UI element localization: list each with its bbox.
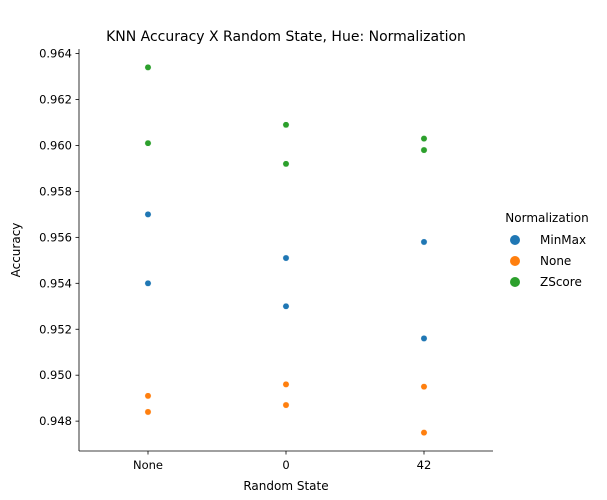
- x-tick-label: None: [133, 458, 163, 472]
- legend: Normalization MinMax None ZScore: [505, 211, 588, 289]
- point-zscore: [420, 146, 428, 154]
- y-tick-label: 0.962: [39, 93, 72, 107]
- point-minmax: [144, 279, 152, 287]
- point-minmax: [144, 210, 152, 218]
- point-zscore: [144, 139, 152, 147]
- point-minmax: [282, 302, 290, 310]
- y-tick-label: 0.956: [39, 230, 72, 244]
- x-tick-label: 42: [417, 458, 432, 472]
- point-minmax: [420, 238, 428, 246]
- y-axis-label: Accuracy: [9, 223, 23, 278]
- point-minmax: [420, 334, 428, 342]
- legend-label-zscore: ZScore: [540, 275, 582, 289]
- legend-label-none: None: [540, 254, 571, 268]
- point-none: [144, 392, 152, 400]
- point-none: [420, 383, 428, 391]
- legend-items: MinMax None ZScore: [510, 233, 586, 289]
- point-zscore: [282, 121, 290, 129]
- y-tick-label: 0.964: [39, 47, 72, 61]
- data-points: [144, 63, 428, 437]
- legend-marker-none: [510, 256, 520, 266]
- point-zscore: [282, 160, 290, 168]
- point-none: [282, 401, 290, 409]
- point-zscore: [420, 135, 428, 143]
- legend-marker-zscore: [510, 277, 520, 287]
- legend-title: Normalization: [505, 211, 588, 225]
- legend-label-minmax: MinMax: [540, 233, 586, 247]
- y-tick-label: 0.952: [39, 322, 72, 336]
- chart-title: KNN Accuracy X Random State, Hue: Normal…: [106, 29, 466, 45]
- x-tick-label: 0: [282, 458, 289, 472]
- plot-area: 0.948 0.950 0.952 0.954 0.956 0.958 0.960 0.962…: [39, 47, 493, 472]
- y-tick-label: 0.948: [39, 414, 72, 428]
- point-none: [282, 380, 290, 388]
- point-minmax: [282, 254, 290, 262]
- y-tick-label: 0.958: [39, 184, 72, 198]
- y-tick-label: 0.950: [39, 368, 72, 382]
- point-zscore: [144, 63, 152, 71]
- legend-marker-minmax: [510, 235, 520, 245]
- x-axis-label: Random State: [243, 479, 328, 493]
- y-axis-ticks: 0.948 0.950 0.952 0.954 0.956 0.958 0.960 0.962…: [39, 47, 79, 428]
- x-axis-ticks: None 0 42: [133, 451, 431, 472]
- point-none: [420, 429, 428, 437]
- y-tick-label: 0.954: [39, 276, 72, 290]
- y-tick-label: 0.960: [39, 138, 72, 152]
- point-none: [144, 408, 152, 416]
